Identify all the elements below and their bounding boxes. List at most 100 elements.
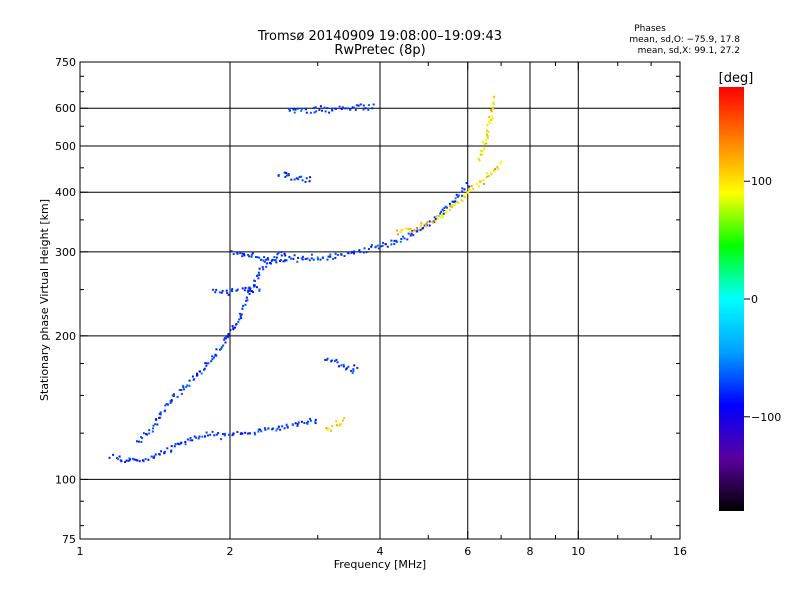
data-point: [210, 360, 213, 363]
phase-stat-x: mean, sd,X: 99.1, 27.2: [638, 46, 740, 56]
data-point: [371, 107, 374, 110]
data-point: [124, 461, 127, 463]
data-point: [367, 104, 370, 106]
data-point: [245, 299, 248, 302]
data-point: [239, 252, 242, 255]
data-point: [220, 346, 223, 349]
data-point: [480, 150, 483, 153]
data-point: [466, 191, 469, 194]
data-point: [220, 347, 222, 350]
data-point: [253, 431, 256, 434]
data-point: [207, 362, 210, 365]
data-point: [362, 251, 365, 254]
data-point: [239, 315, 242, 318]
data-point: [261, 266, 264, 269]
data-point: [215, 348, 218, 351]
data-point: [419, 229, 422, 232]
data-point: [215, 354, 218, 357]
data-point: [172, 393, 175, 396]
x-tick-label: 4: [377, 545, 384, 558]
data-point: [184, 441, 187, 443]
data-point: [416, 227, 418, 229]
data-point: [260, 430, 263, 433]
data-point: [479, 153, 482, 156]
data-point: [258, 256, 261, 259]
data-point: [275, 261, 278, 264]
data-point: [303, 422, 306, 424]
data-point: [250, 255, 253, 258]
data-point: [225, 335, 228, 338]
data-point: [129, 458, 131, 461]
data-point: [292, 257, 295, 260]
data-point: [490, 173, 493, 176]
data-point: [262, 268, 265, 271]
data-point: [270, 259, 273, 262]
data-point: [420, 224, 423, 227]
data-point: [467, 191, 470, 194]
data-point: [331, 425, 334, 427]
data-point: [314, 418, 317, 421]
data-point: [116, 457, 118, 459]
data-point: [363, 247, 366, 250]
data-point: [400, 238, 403, 240]
data-point: [236, 252, 239, 255]
data-point: [128, 457, 131, 460]
data-point: [343, 417, 346, 420]
data-point: [380, 245, 382, 248]
data-point: [276, 253, 279, 256]
data-point: [341, 106, 344, 109]
data-point: [412, 234, 415, 237]
data-point: [173, 445, 176, 448]
data-point: [343, 255, 346, 257]
data-point: [155, 418, 157, 421]
data-point: [310, 257, 313, 260]
data-point: [370, 245, 373, 248]
data-point: [193, 435, 196, 438]
data-point: [342, 365, 345, 368]
data-point: [390, 239, 393, 242]
data-point: [258, 267, 261, 270]
data-point: [250, 254, 253, 256]
data-point: [367, 109, 370, 111]
data-point: [223, 338, 226, 341]
data-point: [442, 216, 444, 219]
data-point: [263, 427, 266, 430]
data-point: [409, 234, 412, 237]
data-point: [258, 289, 261, 292]
data-point: [338, 365, 340, 368]
data-point: [319, 258, 322, 261]
data-point: [335, 358, 338, 361]
data-point: [334, 256, 337, 259]
data-point: [180, 441, 183, 444]
data-point: [205, 364, 208, 367]
data-point: [340, 422, 343, 425]
data-point: [329, 255, 332, 258]
data-point: [336, 253, 339, 256]
data-point: [305, 177, 308, 180]
data-point: [277, 251, 280, 254]
data-point: [324, 359, 327, 361]
data-point: [338, 424, 341, 427]
data-point: [461, 199, 464, 202]
data-point: [189, 437, 192, 439]
data-point: [241, 287, 244, 290]
data-point: [215, 433, 218, 436]
data-point: [296, 423, 299, 425]
colorbar-ticks: 100 0 −100: [744, 175, 781, 424]
data-point: [160, 450, 163, 453]
data-point: [195, 436, 197, 439]
x-tick-label: 6: [464, 545, 471, 558]
data-point: [192, 378, 195, 381]
data-point: [294, 422, 297, 425]
data-point: [243, 289, 246, 292]
data-point: [296, 424, 299, 427]
data-point: [475, 183, 478, 186]
data-point: [402, 235, 404, 238]
data-point: [452, 200, 455, 203]
data-point: [297, 421, 300, 424]
data-point: [247, 291, 249, 293]
data-point: [257, 277, 260, 280]
data-point: [133, 458, 136, 461]
data-point: [492, 101, 495, 104]
data-point: [211, 358, 214, 361]
